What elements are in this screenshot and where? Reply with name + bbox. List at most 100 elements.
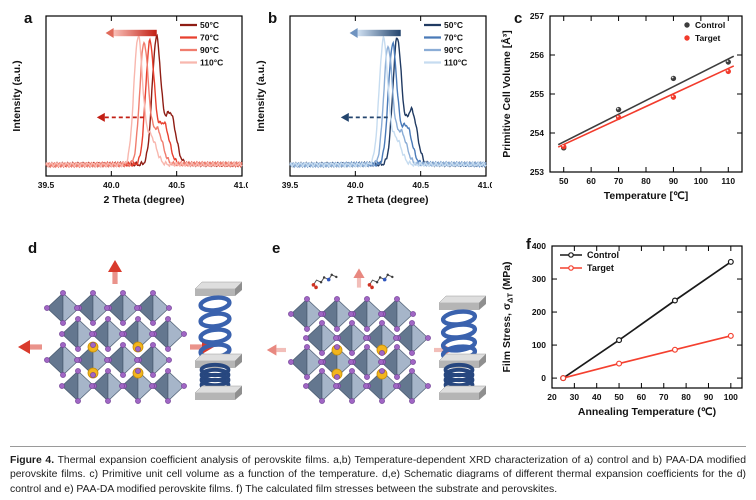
panel-a: a 39.5 40.0 40.5 41.0 2 Theta (degree) Intens… [6, 4, 248, 228]
halide-atom [348, 359, 354, 365]
svg-text:90: 90 [669, 176, 679, 186]
figure-caption-label: Figure 4. [10, 455, 55, 466]
svg-text:40.5: 40.5 [412, 180, 429, 190]
halide-atom [181, 331, 187, 337]
axes: 39.5 40.0 40.5 41.0 2 Theta (degree) Intensit… [11, 15, 248, 206]
fit-line-Control [557, 55, 735, 146]
svg-text:30: 30 [570, 392, 580, 402]
halide-atom [75, 316, 81, 322]
halide-atom [119, 331, 125, 337]
film-stress-chart: 20 30 40 50 60 70 80 90 100 0 100 200 300 400 Annealin… [501, 241, 743, 418]
halide-atom [105, 398, 111, 404]
halide-atom [150, 342, 156, 348]
peak-shift-gradient-arrow [113, 29, 157, 37]
series-curve-110°C [45, 33, 243, 169]
panel-e: e [250, 230, 492, 442]
svg-text:2 Theta (degree): 2 Theta (degree) [347, 194, 428, 206]
halide-atom [104, 305, 110, 311]
spring-assembly [194, 281, 243, 400]
svg-text:Control: Control [587, 250, 619, 260]
compressed-spring-coil [199, 372, 231, 388]
halide-atom [166, 357, 172, 363]
svg-text:39.5: 39.5 [282, 180, 299, 190]
legend: 50°C 70°C 90°C 110°C [424, 20, 467, 68]
figure-caption: Figure 4. Thermal expansion coefficient … [10, 446, 746, 497]
halide-atom [74, 305, 80, 311]
halide-atom [75, 368, 81, 374]
halide-atom [303, 335, 309, 341]
halide-atom [135, 346, 141, 352]
perovskite-crystal [44, 290, 187, 404]
svg-text:50: 50 [559, 176, 569, 186]
halide-atom [349, 398, 355, 404]
xrd-chart-control: 39.5 40.0 40.5 41.0 2 Theta (degree) Intensit… [11, 15, 248, 206]
xrd-chart-target: 39.5 40.0 40.5 41.0 2 Theta (degree) Intensit… [255, 15, 492, 206]
halide-atom [364, 296, 370, 302]
halide-atom [304, 344, 310, 350]
stretched-spring-coil [440, 335, 478, 353]
halide-atom [410, 359, 416, 365]
svg-text:255: 255 [530, 89, 544, 99]
svg-text:Annealing Temperature (℃): Annealing Temperature (℃) [578, 406, 716, 418]
halide-atom [334, 296, 340, 302]
halide-atom [425, 383, 431, 389]
halide-atom [90, 320, 96, 326]
halide-atom [393, 335, 399, 341]
panel-f: f 20 30 40 50 60 70 80 90 100 0 100 200 300 400 Anneal… [496, 236, 752, 442]
data-point-Control [727, 258, 734, 265]
data-point-Target [725, 68, 731, 75]
halide-atom [288, 311, 294, 317]
halide-atom [304, 296, 310, 302]
halide-atom [105, 346, 111, 352]
halide-atom [378, 311, 384, 317]
halide-atom [74, 357, 80, 363]
halide-atom [165, 398, 171, 404]
legend: Control Target [684, 20, 725, 43]
data-point-Target [561, 143, 567, 150]
halide-atom [44, 305, 50, 311]
halide-atom [149, 383, 155, 389]
data-point-Control [616, 337, 623, 344]
halide-atom [378, 359, 384, 365]
halide-atom [303, 383, 309, 389]
svg-text:110°C: 110°C [200, 58, 223, 68]
halide-atom [134, 357, 140, 363]
halide-atom [89, 383, 95, 389]
cell-volume-chart: 50 60 70 80 90 100 110 253 254 255 256 257 Temperatu… [500, 11, 743, 202]
svg-text:400: 400 [532, 241, 546, 251]
halide-atom [105, 368, 111, 374]
schematic-paa-da [266, 268, 487, 404]
halide-atom [394, 296, 400, 302]
panel-label-d: d [28, 240, 38, 257]
scatter-series [557, 55, 735, 151]
halide-atom [379, 320, 385, 326]
svg-text:Film Stress, σΔT (MPa): Film Stress, σΔT (MPa) [501, 261, 515, 372]
svg-text:50°C: 50°C [444, 20, 463, 30]
svg-text:Control: Control [695, 20, 725, 30]
halide-atom [409, 320, 415, 326]
halide-atom [349, 320, 355, 326]
expansion-arrow-left [18, 340, 42, 354]
halide-atom [410, 311, 416, 317]
svg-text:Target: Target [587, 263, 614, 273]
svg-text:100: 100 [532, 340, 546, 350]
halide-atom [60, 290, 66, 296]
svg-text:100: 100 [694, 176, 708, 186]
svg-text:70: 70 [659, 392, 669, 402]
halide-atom [409, 350, 415, 356]
legend: Control Target [560, 250, 619, 273]
stretched-spring-coil [198, 327, 232, 345]
svg-text:200: 200 [532, 307, 546, 317]
substrate-plate [194, 281, 243, 296]
halide-atom [304, 374, 310, 380]
svg-text:90°C: 90°C [200, 45, 219, 55]
svg-text:50°C: 50°C [200, 20, 219, 30]
halide-atom [318, 359, 324, 365]
svg-text:Intensity (a.u.): Intensity (a.u.) [11, 60, 23, 131]
line-series [560, 258, 734, 382]
halide-atom [379, 368, 385, 374]
series-curve-110°C [289, 33, 487, 169]
halide-atom [379, 398, 385, 404]
halide-atom [150, 372, 156, 378]
